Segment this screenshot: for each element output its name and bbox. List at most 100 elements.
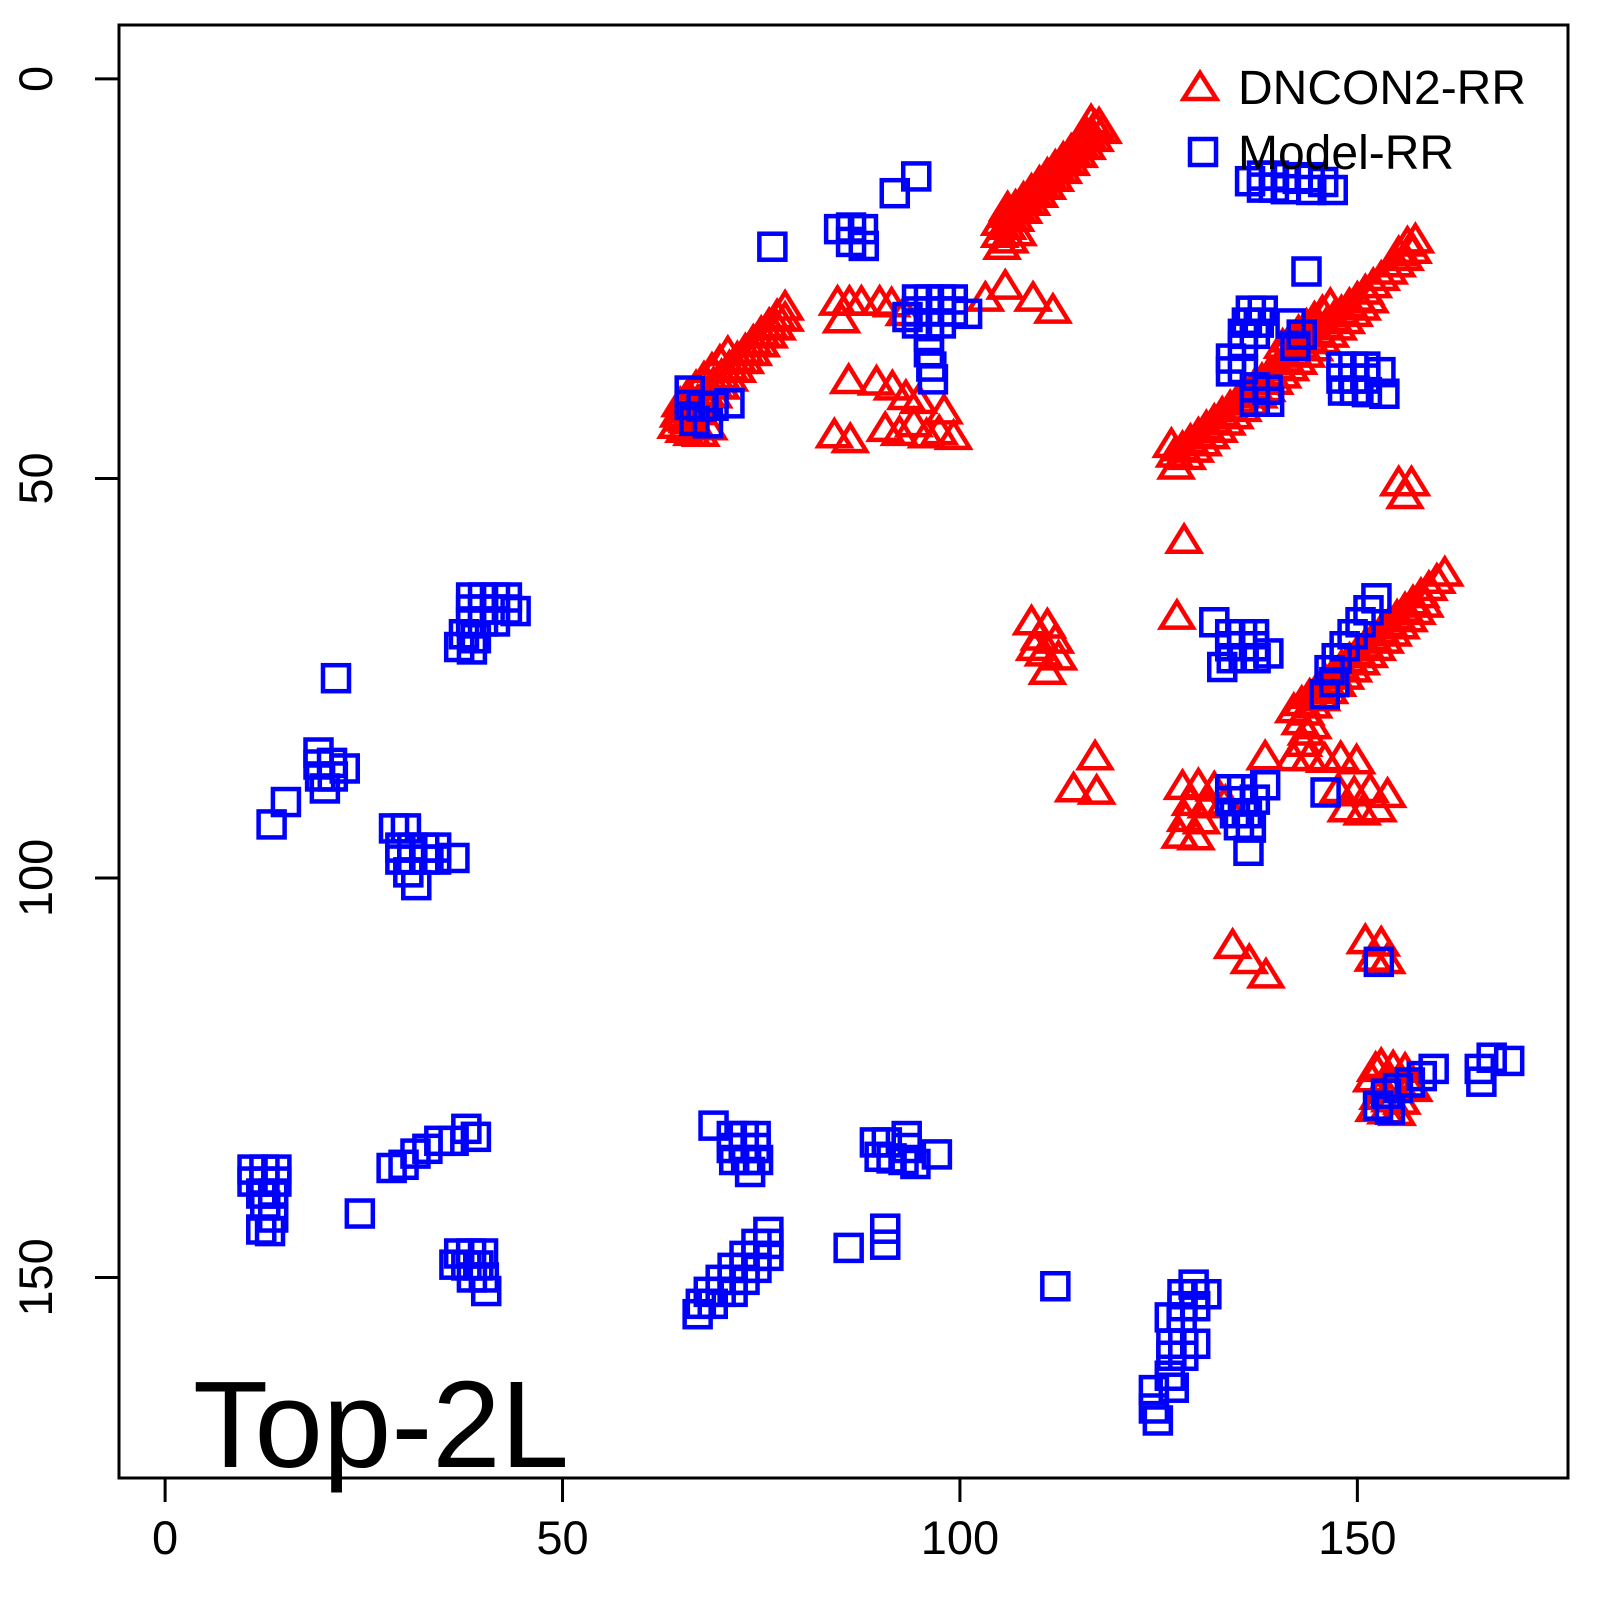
data-point-square: [1158, 1372, 1190, 1403]
data-point-square: [1253, 638, 1284, 669]
data-point-square: [1253, 386, 1285, 417]
data-point-triangle: [989, 221, 1031, 254]
data-point-triangle: [1019, 163, 1060, 197]
data-point-square: [320, 662, 352, 694]
data-point-square: [1363, 946, 1395, 978]
data-point-triangle: [1027, 652, 1068, 686]
data-point-square: [1466, 1066, 1497, 1097]
series-model-rr: [237, 160, 1525, 1436]
data-point-triangle: [1013, 279, 1054, 312]
data-point-square: [921, 1139, 953, 1170]
data-point-square: [848, 230, 880, 262]
x-tick-label: 50: [536, 1511, 588, 1564]
data-point-triangle: [1396, 592, 1438, 626]
y-tick-label: 150: [9, 1238, 62, 1316]
data-point-square: [1291, 256, 1322, 287]
data-point-triangle: [1378, 233, 1419, 267]
data-point-triangle: [1032, 291, 1073, 324]
data-point-triangle: [707, 333, 748, 367]
data-point-triangle: [1156, 447, 1197, 480]
data-point-square: [1040, 1270, 1071, 1302]
data-point-triangle: [1385, 476, 1426, 510]
data-point-triangle: [1350, 280, 1391, 314]
data-point-triangle: [1043, 139, 1084, 173]
data-point-square: [460, 1121, 492, 1153]
data-point-triangle: [1229, 941, 1270, 975]
data-point-triangle: [1424, 554, 1465, 587]
data-point-square: [869, 1229, 901, 1260]
data-point-triangle: [749, 316, 790, 349]
data-point-triangle: [1076, 772, 1117, 805]
data-point-square: [734, 1156, 766, 1188]
data-point-square: [682, 1298, 713, 1330]
data-point-triangle: [1245, 737, 1286, 771]
data-point-triangle: [1164, 521, 1205, 555]
data-point-triangle: [1075, 737, 1116, 771]
data-point-triangle: [856, 363, 897, 396]
x-tick-label: 100: [921, 1511, 999, 1564]
data-point-triangle: [1014, 628, 1055, 662]
data-point-square: [344, 1198, 376, 1229]
data-point-triangle: [1053, 769, 1094, 803]
data-point-triangle: [1245, 956, 1286, 989]
data-point-square: [917, 364, 949, 395]
x-tick-label: 150: [1318, 1511, 1396, 1564]
legend-label-dncon2: DNCON2-RR: [1238, 62, 1526, 115]
data-point-triangle: [1310, 285, 1351, 319]
y-tick-label: 50: [9, 452, 62, 504]
data-point-square: [714, 388, 745, 419]
data-point-triangle: [898, 381, 939, 415]
annotation-top-2l: Top-2L: [193, 1357, 569, 1494]
data-point-triangle: [1151, 425, 1192, 459]
data-point-triangle: [906, 415, 947, 449]
data-point-square: [757, 231, 788, 262]
plot-border: [117, 23, 1570, 1480]
data-point-triangle: [1367, 775, 1408, 809]
data-point-triangle: [985, 267, 1026, 300]
data-point-square: [879, 177, 911, 209]
data-point-triangle: [1059, 123, 1100, 157]
data-point-square: [1374, 1094, 1406, 1125]
data-point-triangle: [1350, 770, 1391, 804]
data-point-triangle: [1404, 585, 1445, 618]
data-point-triangle: [997, 213, 1038, 247]
data-point-square: [1369, 378, 1400, 409]
data-point-triangle: [691, 350, 732, 384]
data-point-triangle: [830, 420, 871, 454]
data-point-square: [892, 301, 923, 333]
data-point-square: [1235, 812, 1267, 843]
data-point-square: [1142, 1405, 1174, 1436]
data-point-triangle: [1336, 741, 1377, 775]
data-point-square: [479, 606, 511, 637]
data-point-triangle: [1212, 926, 1253, 960]
data-point-square: [1249, 770, 1281, 801]
data-point-triangle: [1395, 221, 1436, 254]
data-point-triangle: [701, 367, 742, 400]
data-point-triangle: [1071, 101, 1112, 135]
legend-square-icon: [1187, 136, 1219, 168]
data-point-square: [692, 408, 724, 439]
data-point-triangle: [1035, 147, 1076, 181]
data-point-square: [401, 869, 432, 901]
data-point-square: [1418, 1053, 1449, 1085]
data-point-triangle: [814, 415, 855, 449]
data-point-square: [500, 595, 531, 627]
data-point-square: [439, 842, 470, 874]
legend-triangle-icon: [1179, 68, 1221, 102]
data-point-triangle: [1027, 155, 1068, 189]
data-point-square: [1365, 356, 1396, 388]
data-point-square: [1310, 777, 1341, 808]
data-point-triangle: [1342, 288, 1383, 321]
data-point-triangle: [1156, 597, 1197, 630]
data-point-triangle: [821, 300, 862, 334]
data-point-square: [254, 1215, 286, 1247]
data-point-square: [833, 1232, 864, 1264]
x-axis: 0 50 100 150: [152, 1478, 1397, 1564]
data-point-triangle: [1366, 941, 1407, 975]
data-point-triangle: [765, 299, 806, 332]
data-point-triangle: [924, 392, 965, 425]
data-point-square: [456, 634, 488, 665]
data-point-triangle: [987, 189, 1028, 222]
y-tick-label: 0: [9, 66, 62, 92]
